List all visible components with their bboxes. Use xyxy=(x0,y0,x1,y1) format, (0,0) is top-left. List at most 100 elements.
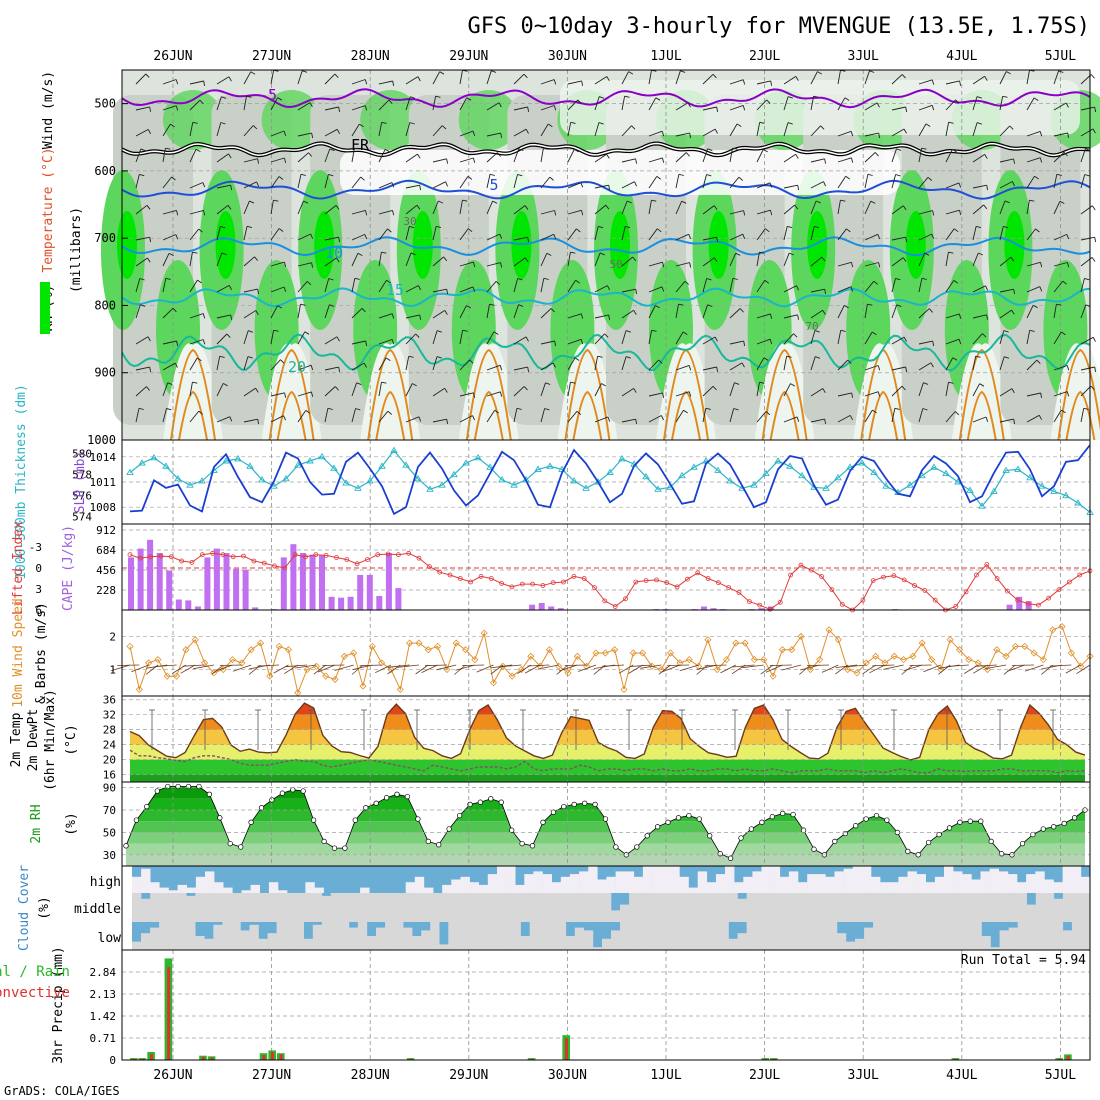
cloud-clear-bar xyxy=(861,866,872,893)
rh-grid xyxy=(122,782,1090,866)
wind-speed-point xyxy=(378,659,386,667)
cloud-clear-bar xyxy=(999,930,1009,950)
cape-bar xyxy=(395,588,402,610)
wind-barb xyxy=(783,285,797,293)
li-point xyxy=(767,606,773,612)
slp-thickness-lines xyxy=(126,444,1094,516)
wind-barb-flag xyxy=(356,382,362,386)
wind-speed-point xyxy=(667,649,675,657)
wind-barb-flag xyxy=(246,225,253,229)
thickness-point xyxy=(846,463,854,470)
wind-barb-flag xyxy=(417,153,421,159)
wind-barb-flag xyxy=(604,333,609,338)
isotherm-30 xyxy=(769,390,800,441)
cloud-clear-bar xyxy=(642,866,653,893)
wind-barb xyxy=(621,181,635,189)
rh-point xyxy=(196,783,202,790)
wind-barb-flag xyxy=(443,256,448,262)
wind-barb xyxy=(594,333,605,345)
wind-speed-point xyxy=(396,685,404,693)
cloud-clear-bar xyxy=(249,893,259,922)
wind-barb xyxy=(270,286,285,293)
cloud-clear-bar xyxy=(267,893,277,922)
wind-barb-flag xyxy=(525,128,529,134)
label-wind-barbs: & Barbs (m/s) xyxy=(34,602,49,704)
wind-barb xyxy=(324,148,331,163)
wind-tick-1: 1 xyxy=(109,664,116,677)
wind-barb-flag xyxy=(597,355,603,358)
li-point xyxy=(891,573,897,579)
rh-label-30: 30 xyxy=(403,215,416,228)
temperature-tick-36: 36 xyxy=(103,694,116,707)
wind-barb-flag xyxy=(759,251,765,254)
wind-barb xyxy=(999,418,1014,423)
cape-bar xyxy=(147,539,154,610)
wind-barb xyxy=(648,330,653,345)
isotherm-30 xyxy=(178,390,208,441)
li-point xyxy=(323,553,329,558)
wind-barb-flag xyxy=(1011,309,1015,315)
li-point xyxy=(241,553,246,559)
wind-barb xyxy=(1080,128,1094,137)
isotherm-5 xyxy=(121,179,1091,200)
cape-bar xyxy=(557,608,564,610)
li-tick-3: 3 xyxy=(35,583,42,596)
wind-barb-flag xyxy=(878,262,881,268)
wind-barb xyxy=(513,73,525,85)
rh-point xyxy=(519,840,525,847)
li-point xyxy=(736,590,742,595)
wind-barb xyxy=(540,382,546,397)
wind-barb xyxy=(1053,151,1065,163)
wind-barb xyxy=(1080,174,1086,189)
wind-barb-flag xyxy=(254,256,259,261)
thickness-point xyxy=(1074,499,1082,506)
wind-barb xyxy=(1053,174,1058,189)
cloud-clear-bar xyxy=(405,882,416,893)
li-point xyxy=(437,569,443,575)
wind-barb-flag xyxy=(466,97,472,101)
cloud-clear-bar xyxy=(944,866,954,893)
rh-point xyxy=(644,833,650,839)
wind-barb xyxy=(891,236,906,241)
wind-barb-flag xyxy=(359,123,364,128)
wind-speed-point xyxy=(163,672,171,680)
wind-barb xyxy=(216,153,229,163)
thickness-point xyxy=(390,446,398,453)
rh-point xyxy=(165,783,171,790)
cloud-clear-bar xyxy=(1017,893,1027,922)
wind-barb xyxy=(1053,391,1068,397)
rh-point xyxy=(477,799,484,805)
thickness-point xyxy=(282,474,290,482)
cloud-clear-bar xyxy=(633,876,644,893)
thickness-point xyxy=(690,463,698,470)
thickness-point xyxy=(714,466,722,473)
wind-barb xyxy=(945,228,955,241)
wind-barb xyxy=(351,382,358,397)
cape-bar xyxy=(366,574,373,610)
wind-barb-flag xyxy=(660,415,665,421)
wind-barb-flag xyxy=(192,381,198,384)
wind-barb-flag xyxy=(495,280,501,286)
wind-barb-flag xyxy=(306,281,312,286)
cloud-clear-bar xyxy=(954,922,964,950)
wind-barb xyxy=(297,331,306,345)
wind-barb xyxy=(405,314,420,319)
cloud-clear-bar xyxy=(1044,893,1055,922)
wind-barb-flag xyxy=(1084,277,1090,281)
rh-point xyxy=(634,844,640,850)
cloud-clear-bar xyxy=(882,893,892,922)
cloud-clear-bar xyxy=(615,871,625,893)
wind-barb-flag xyxy=(982,333,987,338)
cloud-clear-bar xyxy=(882,922,892,950)
cloud-clear-bar xyxy=(574,927,585,950)
wind-barb xyxy=(135,148,142,163)
wind-barb-flag xyxy=(712,385,717,391)
rh-point xyxy=(571,801,577,808)
rh-point xyxy=(863,816,869,822)
wind-barb xyxy=(513,106,528,111)
rh-point xyxy=(748,826,755,832)
cloud-clear-bar xyxy=(791,922,802,950)
cloud-clear-bar xyxy=(927,893,937,922)
cloud-clear-bar xyxy=(424,887,434,893)
